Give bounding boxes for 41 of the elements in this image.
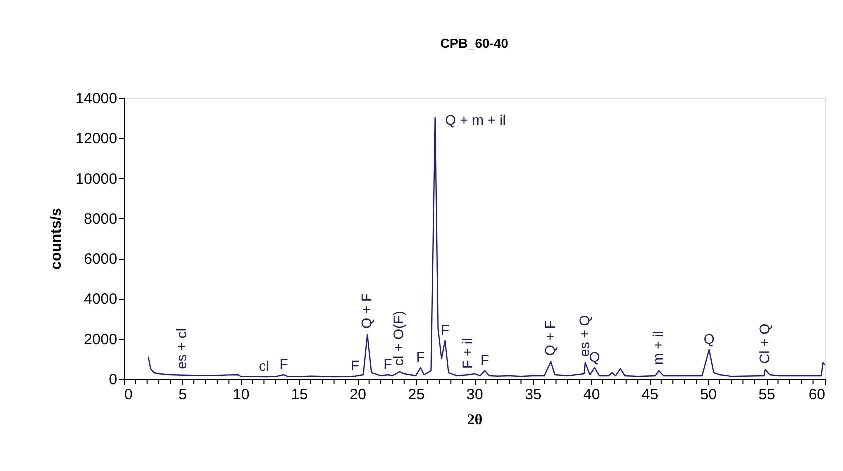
annotation: Q + m + il: [445, 112, 506, 128]
x-axis-title: 2θ: [467, 412, 483, 428]
annotation: F: [480, 352, 490, 368]
annotation: es + cl: [173, 328, 190, 370]
annotation: m + il: [650, 331, 666, 365]
x-tick-label: 5: [178, 386, 188, 404]
y-axis-title: counts/s: [48, 208, 65, 270]
chart-title: CPB_60-40: [440, 36, 508, 51]
y-tick-label: 8000: [84, 210, 118, 228]
x-tick-label: 25: [408, 386, 425, 404]
y-tick-label: 14000: [76, 90, 118, 108]
x-tick-label: 55: [758, 386, 776, 404]
annotation: F: [416, 348, 426, 365]
annotation: F: [351, 357, 360, 374]
annotation: F + il: [460, 338, 476, 369]
y-tick-label: 12000: [76, 130, 118, 148]
x-tick-label: 60: [808, 386, 826, 404]
annotation: Q + F: [542, 320, 558, 356]
annotation: F: [441, 322, 450, 338]
x-tick-label: 20: [350, 386, 367, 404]
x-tick-label: 10: [232, 386, 250, 404]
x-tick-label: 15: [291, 386, 308, 404]
annotation: F: [280, 356, 288, 372]
annotation: cl + O(F): [390, 311, 407, 366]
annotation: Q + F: [358, 293, 375, 329]
x-tick-label: 30: [466, 386, 484, 404]
annotation: Q: [589, 348, 600, 365]
y-tick-label: 2000: [84, 331, 118, 348]
annotation: F: [384, 356, 392, 372]
y-tick-label: 4000: [84, 291, 118, 308]
x-tick-label: 50: [700, 386, 718, 404]
x-tick-label: 45: [642, 386, 659, 404]
annotation: Q: [704, 330, 715, 347]
y-tick-label: 6000: [84, 251, 118, 268]
x-tick-label: 40: [583, 386, 600, 404]
annotation: Cl + Q: [756, 324, 772, 364]
y-tick-label: 10000: [76, 170, 118, 188]
y-tick-label: 0: [109, 372, 118, 388]
annotation: cl: [259, 358, 270, 374]
x-tick-label: 35: [525, 386, 542, 404]
x-tick-label: 0: [124, 386, 133, 404]
